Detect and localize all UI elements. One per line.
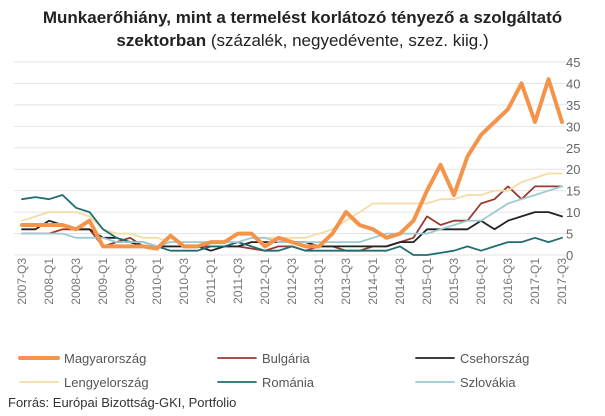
legend-label: Szlovákia <box>460 375 516 390</box>
x-tick-label: 2013-Q1 <box>312 258 326 305</box>
x-tick-label: 2017-Q3 <box>555 258 569 305</box>
y-tick-label: 45 <box>566 55 580 70</box>
y-tick-label: 15 <box>566 184 580 199</box>
legend-label: Bulgária <box>262 351 310 366</box>
legend-label: Magyarország <box>64 351 146 366</box>
x-tick-label: 2016-Q3 <box>501 258 515 305</box>
title-line-1-text: Munkaerőhiány, mint a termelést korlátoz… <box>42 8 563 27</box>
legend-label: Románia <box>262 375 315 390</box>
x-tick-label: 2010-Q1 <box>150 258 164 305</box>
title-line-2-bold: szektorban <box>116 31 207 50</box>
y-tick-label: 10 <box>566 205 580 220</box>
legend-label: Lengyelország <box>64 375 149 390</box>
x-tick-label: 2013-Q3 <box>339 258 353 305</box>
title-line-2-sub: (százalék, negyedévente, szez. kiig.) <box>206 31 489 50</box>
series-line-lengyelország <box>21 172 563 244</box>
y-tick-label: 20 <box>566 162 580 177</box>
source-note: Forrás: Európai Bizottság-GKI, Portfolio <box>8 395 237 410</box>
x-tick-label: 2015-Q3 <box>447 258 461 305</box>
x-tick-label: 2012-Q1 <box>258 258 272 305</box>
x-tick-label: 2017-Q1 <box>528 258 542 305</box>
x-tick-label: 2012-Q3 <box>285 258 299 305</box>
y-tick-label: 35 <box>566 98 580 113</box>
x-tick-label: 2009-Q3 <box>123 258 137 305</box>
title-line-2: szektorban (százalék, negyedévente, szez… <box>0 29 605 52</box>
y-tick-label: 40 <box>566 76 580 91</box>
x-tick-label: 2008-Q3 <box>69 258 83 305</box>
x-tick-label: 2016-Q1 <box>474 258 488 305</box>
y-tick-label: 25 <box>566 141 580 156</box>
x-tick-label: 2009-Q1 <box>96 258 110 305</box>
x-tick-label: 2010-Q3 <box>177 258 191 305</box>
x-tick-label: 2011-Q1 <box>204 258 218 304</box>
title-line-1: Munkaerőhiány, mint a termelést korlátoz… <box>0 6 605 29</box>
x-tick-label: 2014-Q3 <box>393 258 407 305</box>
x-tick-label: 2008-Q1 <box>42 258 56 305</box>
legend-label: Csehország <box>460 351 529 366</box>
y-tick-label: 30 <box>566 119 580 134</box>
series-line-románia <box>21 194 563 256</box>
series-line-magyarország <box>20 77 564 251</box>
x-tick-label: 2007-Q3 <box>15 258 29 305</box>
x-tick-label: 2011-Q3 <box>231 258 245 304</box>
y-tick-label: 5 <box>566 227 573 242</box>
x-tick-label: 2015-Q1 <box>420 258 434 305</box>
chart-title: Munkaerőhiány, mint a termelést korlátoz… <box>0 6 605 52</box>
x-tick-label: 2014-Q1 <box>366 258 380 305</box>
y-tick-label: 0 <box>566 248 573 263</box>
